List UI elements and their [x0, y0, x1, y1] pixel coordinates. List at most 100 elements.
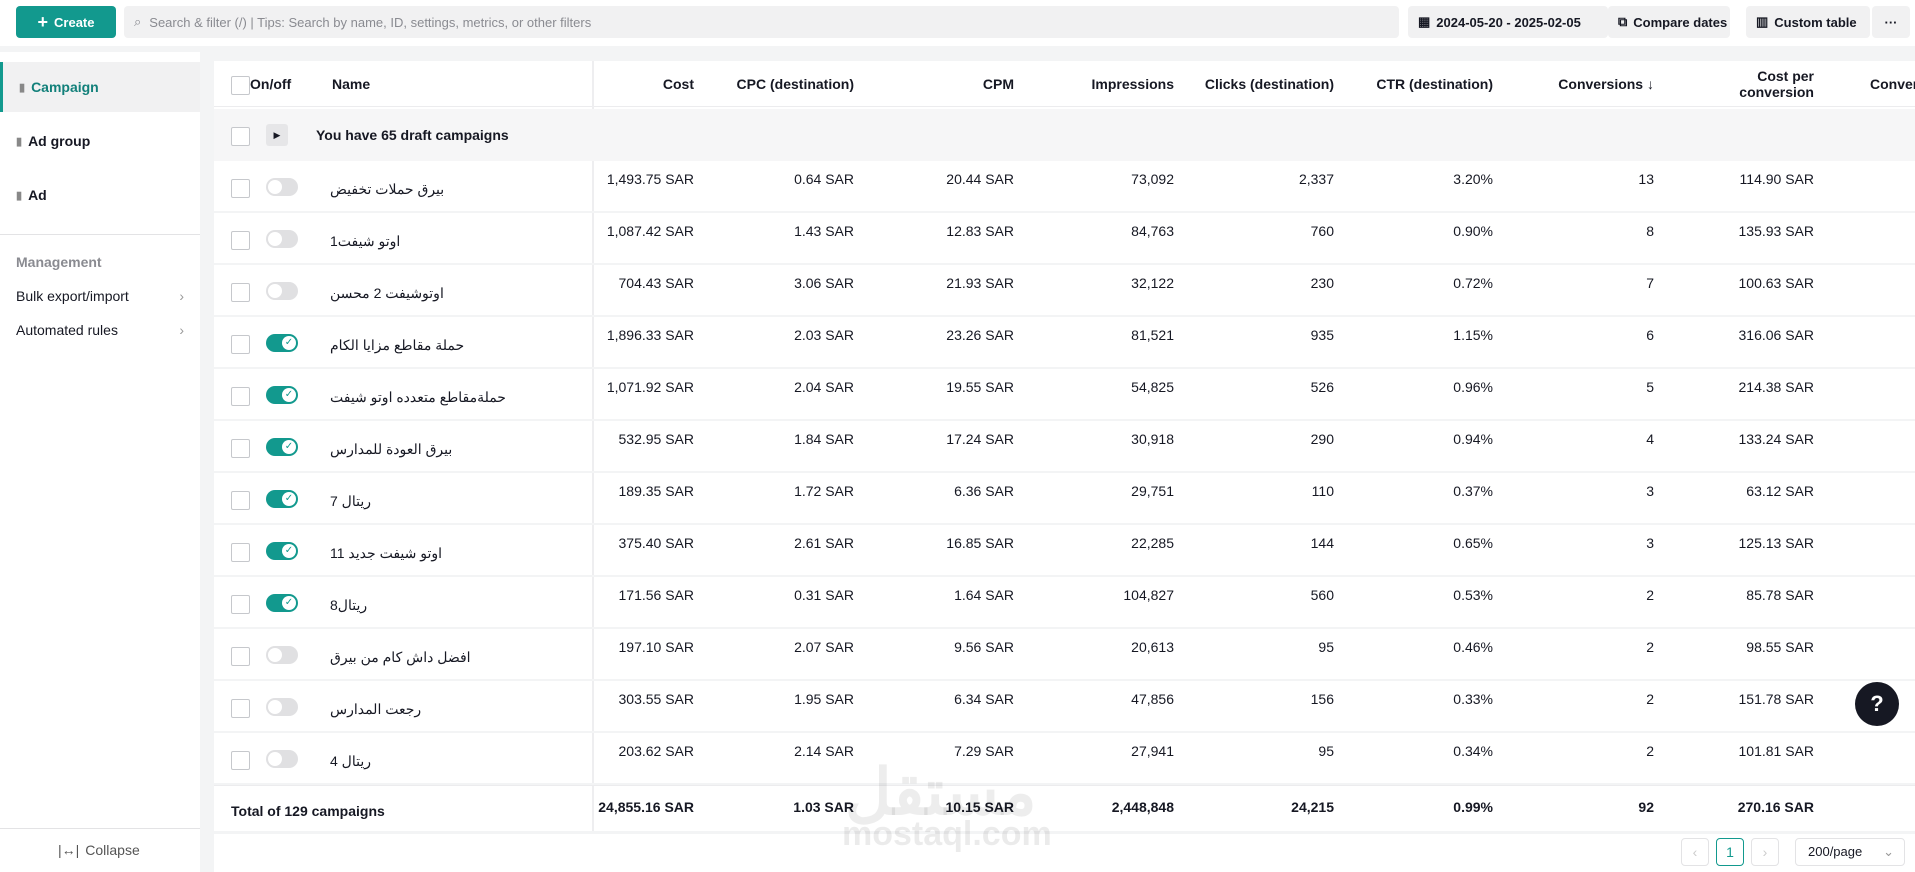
status-toggle[interactable]	[266, 230, 298, 248]
header-cell: CTR (destination)	[1376, 76, 1493, 92]
expand-button[interactable]: ▶	[266, 124, 288, 146]
row-checkbox[interactable]	[231, 335, 250, 354]
sidebar-divider	[0, 828, 200, 829]
row-checkbox[interactable]	[231, 127, 250, 146]
create-button[interactable]: + Create	[16, 6, 116, 38]
metric-cell: 54,825	[1131, 379, 1174, 395]
metric-cell: 100.63 SAR	[1738, 275, 1815, 291]
row-checkbox[interactable]	[231, 283, 250, 302]
metric-cell: 3	[1646, 535, 1654, 551]
campaign-name: ريتال 4	[330, 752, 372, 769]
metric-cell: 189.35 SAR	[618, 483, 695, 499]
metric-cell: 3.06 SAR	[794, 275, 854, 291]
metric-cell: 0.33%	[1453, 691, 1493, 707]
status-toggle[interactable]: ✓	[266, 490, 298, 508]
sidebar-icon: ▮	[16, 135, 23, 148]
row-checkbox[interactable]	[231, 387, 250, 406]
row-checkbox[interactable]	[231, 543, 250, 562]
sidebar: ▮ Campaign ▮ Ad group ▮ Ad Management Bulk expo…	[0, 52, 200, 872]
watermark-arabic: مستقل	[845, 756, 1037, 828]
status-toggle[interactable]: ✓	[266, 594, 298, 612]
total-cell: 24,855.16 SAR	[598, 799, 694, 815]
row-checkbox[interactable]	[231, 231, 250, 250]
status-toggle[interactable]	[266, 698, 298, 716]
metric-cell: 203.62 SAR	[618, 743, 695, 759]
metric-cell: 0.65%	[1453, 535, 1493, 551]
row-checkbox[interactable]	[231, 751, 250, 770]
row-checkbox[interactable]	[231, 699, 250, 718]
collapse-button[interactable]: |↔| Collapse	[58, 842, 140, 858]
row-checkbox[interactable]	[231, 179, 250, 198]
toggle-knob	[268, 648, 282, 662]
row-checkbox[interactable]	[231, 647, 250, 666]
row-divider	[214, 627, 1915, 629]
metric-cell: 1,493.75 SAR	[606, 171, 694, 187]
metric-cell: 95	[1318, 639, 1334, 655]
compare-button[interactable]: ⧉ Compare dates	[1608, 6, 1730, 38]
sidebar-level[interactable]: ▮ Campaign	[0, 62, 200, 112]
more-button[interactable]: ···	[1872, 6, 1910, 38]
frozen-divider	[592, 61, 594, 831]
row-checkbox[interactable]	[231, 491, 250, 510]
metric-cell: 532.95 SAR	[618, 431, 695, 447]
status-toggle[interactable]: ✓	[266, 438, 298, 456]
date-range[interactable]: ▦ 2024-05-20 - 2025-02-05	[1408, 6, 1608, 38]
sidebar-icon: ▮	[16, 189, 23, 202]
metric-cell: 5	[1646, 379, 1654, 395]
sidebar-link[interactable]: Bulk export/import ›	[16, 288, 184, 304]
status-toggle[interactable]	[266, 646, 298, 664]
metric-cell: 73,092	[1131, 171, 1174, 187]
sidebar-level[interactable]: ▮ Ad group	[0, 116, 200, 166]
campaign-name: اوتوشيفت 2 محسن	[330, 284, 444, 301]
header-cell: CPC (destination)	[736, 76, 854, 92]
metric-cell: 23.26 SAR	[946, 327, 1014, 343]
metric-cell: 19.55 SAR	[946, 379, 1014, 395]
header-row	[214, 61, 1915, 107]
search-placeholder: Search & filter (/) | Tips: Search by na…	[149, 14, 592, 30]
metric-cell: 6.34 SAR	[954, 691, 1014, 707]
custom-table-button[interactable]: ▥ Custom table	[1746, 6, 1870, 38]
collapse-label: Collapse	[85, 842, 140, 858]
metric-cell: 84,763	[1131, 223, 1174, 239]
row-divider	[214, 523, 1915, 525]
next-page[interactable]: ›	[1751, 838, 1779, 866]
metric-cell: 125.13 SAR	[1738, 535, 1815, 551]
metric-cell: 98.55 SAR	[1746, 639, 1814, 655]
status-toggle[interactable]	[266, 282, 298, 300]
status-toggle[interactable]: ✓	[266, 386, 298, 404]
toggle-knob: ✓	[282, 492, 296, 506]
header-checkbox[interactable]	[231, 76, 250, 95]
status-toggle[interactable]: ✓	[266, 542, 298, 560]
status-toggle[interactable]	[266, 750, 298, 768]
metric-cell: 16.85 SAR	[946, 535, 1014, 551]
row-checkbox[interactable]	[231, 439, 250, 458]
metric-cell: 101.81 SAR	[1738, 743, 1815, 759]
sidebar-link[interactable]: Automated rules ›	[16, 322, 184, 338]
metric-cell: 1.95 SAR	[794, 691, 854, 707]
metric-cell: 2	[1646, 639, 1654, 655]
campaign-name: بيرق حملات تخفيض	[330, 180, 445, 197]
total-cell: 92	[1638, 799, 1654, 815]
create-label: Create	[54, 14, 95, 30]
row-checkbox[interactable]	[231, 595, 250, 614]
header-cell: Clicks (destination)	[1204, 76, 1334, 92]
metric-cell: 0.34%	[1453, 743, 1493, 759]
metric-cell: 1.43 SAR	[794, 223, 854, 239]
help-button[interactable]: ?	[1855, 682, 1899, 726]
metric-cell: 0.53%	[1453, 587, 1493, 603]
prev-page[interactable]: ‹	[1681, 838, 1709, 866]
status-toggle[interactable]	[266, 178, 298, 196]
total-cell: 10.15 SAR	[945, 799, 1014, 815]
total-cell: 24,215	[1291, 799, 1334, 815]
sidebar-level[interactable]: ▮ Ad	[0, 170, 200, 220]
page-size[interactable]: 200/page ⌄	[1795, 838, 1905, 866]
metric-cell: 13	[1638, 171, 1654, 187]
header-cell: CPM	[982, 76, 1014, 92]
total-cell: 0.99%	[1453, 799, 1493, 815]
page-number[interactable]: 1	[1716, 838, 1744, 866]
watermark-latin: mostaql.com	[842, 815, 1052, 853]
metric-cell: 760	[1310, 223, 1334, 239]
status-toggle[interactable]: ✓	[266, 334, 298, 352]
total-cell: 1.03 SAR	[793, 799, 854, 815]
search-box[interactable]: ⌕ Search & filter (/) | Tips: Search by n…	[124, 6, 1399, 38]
